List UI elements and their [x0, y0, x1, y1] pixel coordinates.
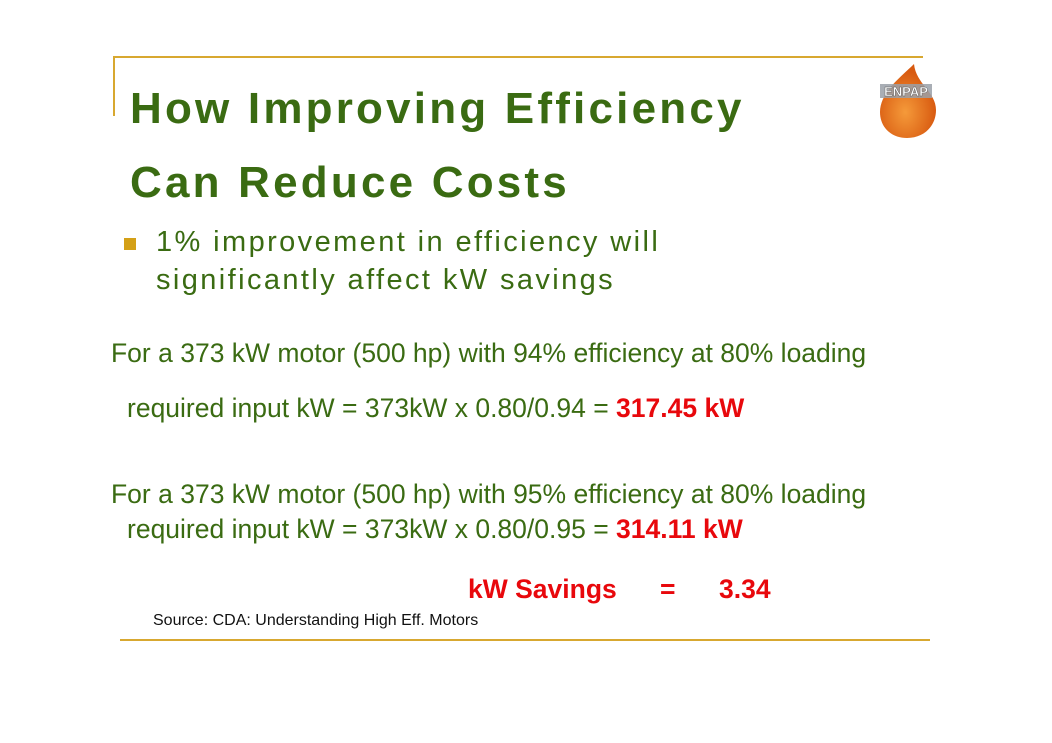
bullet-icon	[124, 238, 136, 250]
example2-formula: required input kW = 373kW x 0.80/0.95 =	[127, 514, 617, 544]
example2-result: 314.11 kW	[616, 514, 743, 544]
savings-value: 3.34	[719, 574, 771, 604]
enpap-logo: ENPAP	[872, 62, 942, 140]
title-line-1: How Improving Efficiency	[130, 84, 745, 133]
logo-text: ENPAP	[884, 84, 928, 99]
title-line-2: Can Reduce Costs	[130, 158, 570, 207]
bottom-rule	[120, 639, 930, 641]
savings-equals: =	[660, 574, 676, 604]
example1-result: 317.45 kW	[616, 393, 745, 423]
example1-description: For a 373 kW motor (500 hp) with 94% eff…	[111, 338, 867, 368]
example2-calculation: required input kW = 373kW x 0.80/0.95 = …	[127, 514, 743, 545]
source-note: Source: CDA: Understanding High Eff. Mot…	[153, 612, 479, 629]
example1-calculation: required input kW = 373kW x 0.80/0.94 = …	[127, 393, 744, 424]
savings-label: kW Savings	[468, 574, 617, 604]
top-rule	[113, 56, 923, 58]
left-rule	[113, 56, 115, 116]
example2-description: For a 373 kW motor (500 hp) with 95% eff…	[111, 479, 867, 509]
bullet-text-line-1: 1% improvement in efficiency will	[156, 226, 661, 258]
example1-formula: required input kW = 373kW x 0.80/0.94 =	[127, 393, 617, 423]
bullet-text-line-2: significantly affect kW savings	[156, 264, 616, 296]
